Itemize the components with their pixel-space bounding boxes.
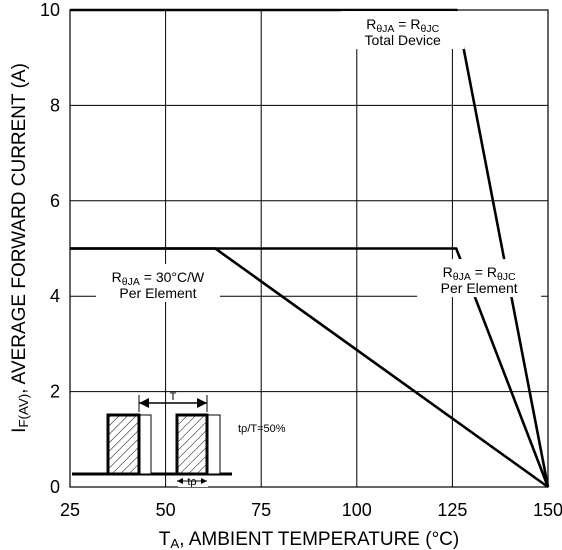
series-line-0 <box>70 8 550 488</box>
series-lines <box>70 8 550 489</box>
annotation-text-part: = R <box>471 264 497 280</box>
y-axis-label-main: I <box>9 428 30 433</box>
inset-pulse-2-tail <box>206 414 221 475</box>
y-axis-label: IF(AV), AVERAGE FORWARD CURRENT (A) <box>9 63 31 433</box>
annotation-text: Per Element <box>441 280 518 296</box>
y-tick-label: 4 <box>50 286 60 306</box>
annotation-text-part: θJA <box>376 23 394 35</box>
inset-pulse-arrowhead-left <box>177 478 183 484</box>
x-tick-label: 100 <box>342 500 372 520</box>
inset-pulse-label: tρ <box>187 476 196 488</box>
annotation-text-part: θJA <box>122 276 140 288</box>
annotation-text-part: = 30°C/W <box>140 269 205 285</box>
y-tick-label: 0 <box>50 477 60 497</box>
x-axis-label-rest: , AMBIENT TEMPERATURE (°C) <box>179 529 459 550</box>
inset-duty-label: tρ/T=50% <box>238 423 286 435</box>
annotation-bg <box>95 263 220 302</box>
annotation-text: RθJA = 30°C/W <box>112 269 205 288</box>
x-tick-label: 50 <box>156 500 176 520</box>
annotation-text-part: Total Device <box>365 32 441 48</box>
inset-pulse-1-tail <box>138 414 152 475</box>
annotation-text-part: θJC <box>497 271 516 283</box>
x-axis-label-sub: A <box>170 536 179 550</box>
inset-pulse-1 <box>106 413 141 474</box>
inset-pulse-1-hatch <box>108 415 139 474</box>
x-tick-label: 150 <box>533 500 562 520</box>
x-tick-label: 25 <box>60 500 80 520</box>
x-axis-label: TA, AMBIENT TEMPERATURE (°C) <box>159 529 459 550</box>
series-line-2 <box>70 247 549 489</box>
y-tick-label: 8 <box>50 95 60 115</box>
x-axis-label-main: T <box>159 529 171 550</box>
annotation-text-part: θJA <box>453 271 471 283</box>
inset-period-arrowhead-right <box>197 398 207 408</box>
x-tick-label: 125 <box>437 500 467 520</box>
annotation-text-part: R <box>443 264 453 280</box>
inset-pulse-arrowhead-right <box>201 478 207 484</box>
annotation-text-part: = R <box>394 16 420 32</box>
annotation-text-part: θJC <box>420 23 439 35</box>
inset-pulse-2 <box>175 413 209 474</box>
annotation-text: RθJA = RθJC <box>366 16 439 35</box>
annotation-text-part: R <box>366 16 376 32</box>
y-tick-label: 2 <box>50 382 60 402</box>
axis-labels: TA, AMBIENT TEMPERATURE (°C)IF(AV), AVER… <box>9 63 459 550</box>
inset-period-arrowhead-left <box>139 398 149 408</box>
annotation-text-part: Per Element <box>119 285 196 301</box>
annotation-text-part: Per Element <box>441 280 518 296</box>
y-tick-label: 10 <box>40 0 60 20</box>
annotation-bg <box>340 11 465 50</box>
annotation-text: Total Device <box>365 32 441 48</box>
y-axis-label-rest: , AVERAGE FORWARD CURRENT (A) <box>9 63 30 394</box>
duty-cycle-inset: Ttρ tρ/T=50% <box>72 391 286 488</box>
x-tick-label: 75 <box>251 500 271 520</box>
inset-period-label: T <box>170 391 177 403</box>
inset-pulse-2-hatch <box>177 415 207 474</box>
annotation-text: RθJA = RθJC <box>443 264 516 283</box>
annotation-bg <box>417 259 542 298</box>
y-tick-label: 6 <box>50 191 60 211</box>
annotation-text-part: R <box>112 269 122 285</box>
tick-labels: 25 50 75 100 125 150 0 2 4 6 8 10 <box>40 0 562 520</box>
annotation-text: Per Element <box>119 285 196 301</box>
y-axis-label-sub: F(AV) <box>16 394 31 428</box>
